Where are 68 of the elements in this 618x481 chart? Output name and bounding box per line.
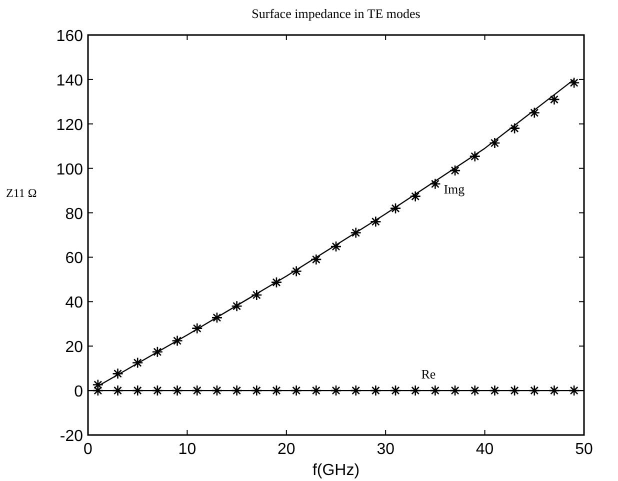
point: [112, 368, 124, 380]
x-tick-label: 50: [575, 441, 593, 458]
point: [370, 216, 382, 228]
point: [548, 94, 560, 106]
point: [290, 384, 302, 396]
point: [152, 384, 164, 396]
point: [270, 276, 282, 288]
point: [469, 384, 481, 396]
y-tick-label: 20: [65, 339, 84, 356]
point: [449, 384, 461, 396]
point: [430, 178, 441, 190]
point: [469, 150, 481, 162]
point: [449, 164, 461, 176]
point: [489, 137, 500, 149]
series-label: Re: [421, 366, 436, 382]
x-axis-title: f(GHz): [312, 462, 360, 479]
chart-title: Surface impedance in TE modes: [252, 6, 420, 21]
y-tick-label: 40: [65, 294, 84, 312]
point: [548, 384, 560, 396]
y-tick-label: 140: [56, 72, 84, 90]
point: [270, 384, 282, 396]
point: [191, 322, 203, 334]
y-tick-label: 80: [65, 206, 84, 223]
y-tick-label: 0: [74, 384, 84, 401]
point: [231, 384, 242, 396]
x-tick-label: 20: [278, 441, 296, 458]
point: [568, 384, 580, 396]
point: [191, 384, 203, 396]
point: [330, 240, 342, 252]
y-tick-label: 160: [56, 28, 84, 45]
point: [310, 254, 322, 266]
point: [410, 190, 422, 202]
x-tick-label: 30: [376, 441, 395, 458]
point: [112, 384, 124, 396]
point: [508, 384, 520, 396]
point: [430, 384, 441, 396]
y-tick-label: -20: [60, 428, 84, 445]
x-tick-label: 10: [178, 441, 196, 458]
point: [410, 384, 422, 396]
point: [350, 384, 362, 396]
point: [330, 384, 342, 396]
point: [508, 122, 520, 134]
point: [390, 202, 402, 214]
point: [92, 379, 104, 390]
y-tick-label: 100: [56, 161, 84, 178]
point: [211, 384, 223, 396]
point: [172, 384, 183, 396]
point: [528, 384, 540, 396]
point: [231, 300, 242, 312]
point: [211, 312, 223, 324]
point: [290, 266, 302, 277]
y-axis-title: Z11 Ω: [6, 186, 37, 200]
point: [250, 384, 262, 396]
point: [250, 289, 262, 301]
point: [152, 346, 164, 358]
point: [350, 227, 362, 238]
point: [310, 384, 322, 396]
point: [370, 384, 382, 396]
y-tick-label: 120: [56, 116, 84, 134]
x-tick-label: 40: [476, 441, 494, 458]
point: [390, 384, 402, 396]
point: [489, 384, 500, 396]
point: [528, 107, 540, 118]
point: [132, 384, 144, 396]
series-label: Img: [444, 182, 466, 197]
point: [132, 357, 144, 368]
y-tick-label: 60: [65, 250, 84, 268]
point: [172, 335, 183, 346]
